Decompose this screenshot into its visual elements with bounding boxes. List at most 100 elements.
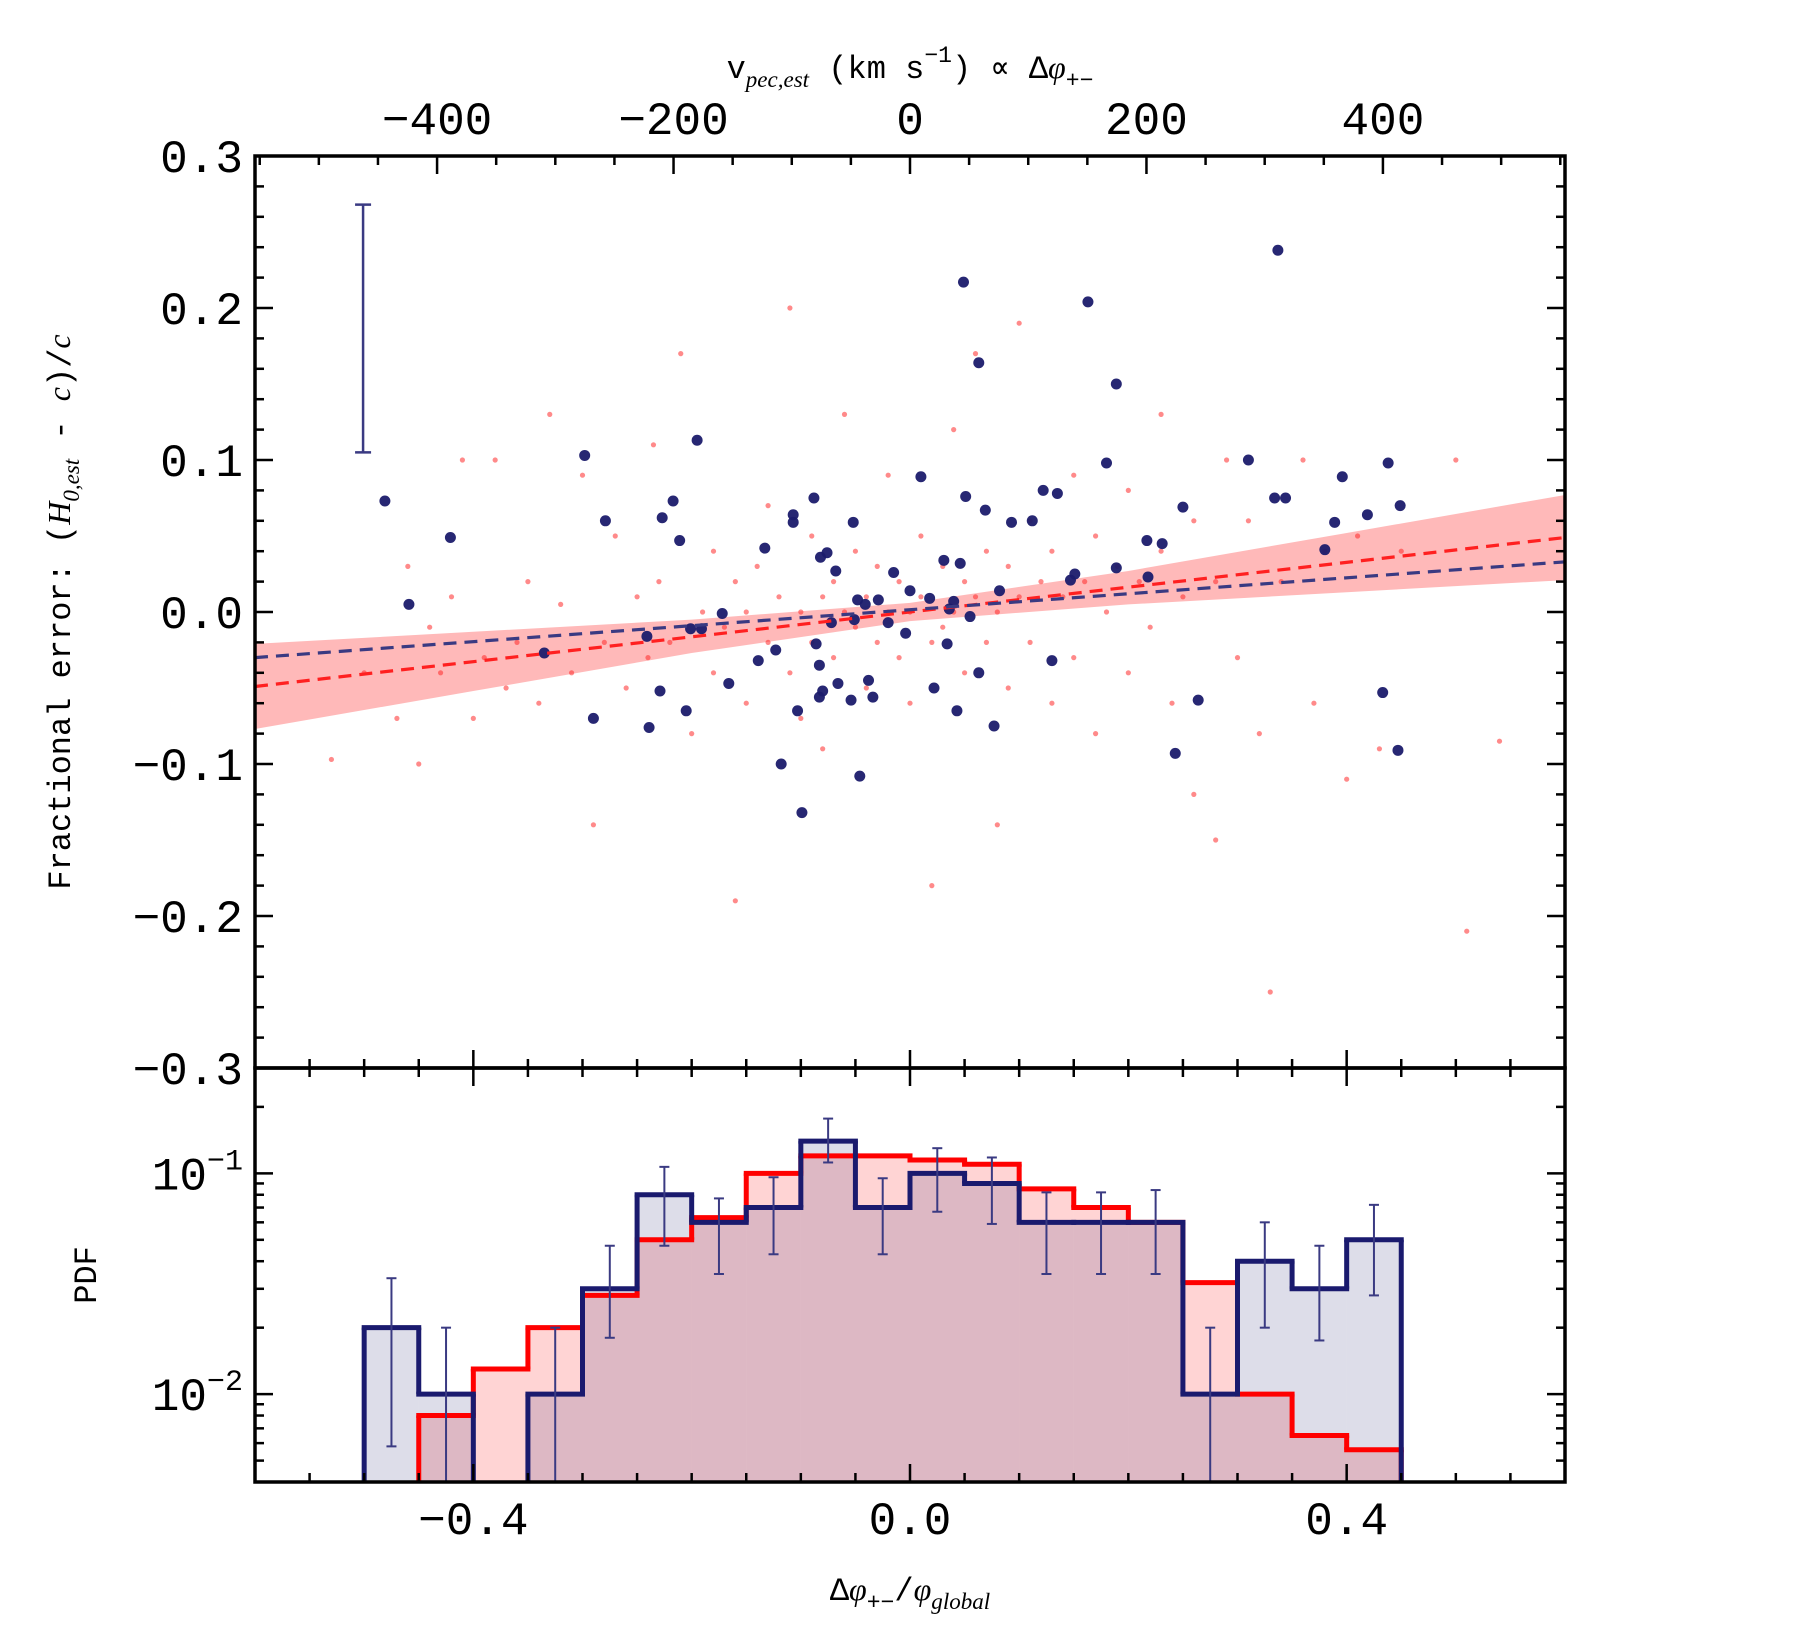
label-part: φ	[1048, 49, 1066, 85]
scatter-point-small	[590, 822, 597, 828]
scatter-point-small	[689, 731, 695, 737]
label-part: /	[894, 1573, 913, 1610]
scatter-point	[1069, 568, 1081, 580]
scatter-point	[1110, 378, 1122, 390]
scatter-point	[900, 627, 912, 639]
label-part: (km s	[809, 51, 924, 88]
scatter-point-small	[394, 715, 400, 722]
scatter-point-small	[874, 639, 880, 646]
histogram-bar	[1292, 1435, 1347, 1482]
scatter-point	[674, 535, 686, 547]
scatter-point-small	[437, 670, 444, 676]
scatter-point-small	[798, 715, 804, 722]
histogram-bar	[637, 1239, 692, 1482]
scatter-point	[792, 705, 804, 717]
label-part: ) ∝ Δ	[952, 51, 1048, 88]
scatter-point	[759, 542, 771, 554]
scatter-point-small	[809, 533, 815, 539]
scatter-point-small	[470, 715, 476, 722]
scatter-point	[1110, 562, 1122, 574]
scatter-point-small	[1300, 457, 1306, 463]
scatter-point-small	[1234, 655, 1241, 661]
scatter-point	[1141, 535, 1153, 547]
scatter-point	[821, 547, 833, 559]
scatter-point	[379, 495, 391, 507]
scatter-point	[1006, 516, 1018, 528]
y-tick-base: 10	[152, 1372, 207, 1424]
label-part: 0,est	[58, 458, 84, 501]
scatter-point	[643, 722, 655, 734]
scatter-point-small	[1016, 594, 1022, 600]
scatter-point-small	[1038, 579, 1044, 585]
histogram-bar	[1237, 1394, 1293, 1482]
x-tick-label: −0.4	[418, 1496, 528, 1548]
scatter-point-small	[940, 624, 946, 630]
scatter-point-small	[558, 601, 564, 608]
scatter-point-small	[634, 594, 640, 600]
scatter-point-small	[841, 411, 848, 417]
label-part: Fractional error: (	[43, 525, 80, 890]
histogram-bar	[910, 1173, 965, 1482]
scatter-point-small	[721, 624, 728, 630]
label-part: global	[931, 1588, 990, 1614]
plot-area	[255, 244, 1565, 995]
scatter-point-small	[820, 746, 826, 752]
x-tick-label: 0.4	[1305, 1496, 1388, 1548]
scatter-point-small	[547, 411, 553, 417]
scatter-point	[1082, 296, 1094, 308]
scatter-point	[1319, 544, 1331, 556]
scatter-point	[1377, 687, 1389, 699]
scatter-point	[830, 565, 842, 577]
scatter-point-small	[1092, 731, 1099, 737]
scatter-point-small	[776, 594, 782, 600]
scatter-point-small	[1082, 579, 1088, 585]
scatter-point	[964, 611, 976, 623]
scatter-point-small	[907, 700, 913, 706]
scatter-point-small	[525, 579, 531, 585]
scatter-point-small	[405, 563, 411, 570]
scatter-point	[904, 585, 916, 597]
scatter-point-small	[1354, 533, 1361, 539]
label-part: c	[41, 334, 77, 348]
scatter-point	[656, 512, 668, 524]
scatter-point-small	[1169, 700, 1175, 706]
y-tick-label: 10−2	[152, 1366, 243, 1424]
scatter-point-small	[328, 756, 335, 763]
scatter-point-small	[1016, 320, 1022, 326]
scatter-point	[813, 659, 825, 671]
scatter-point-small	[765, 503, 771, 509]
scatter-point	[587, 712, 599, 724]
scatter-point-small	[536, 700, 542, 706]
scatter-point-small	[1223, 457, 1230, 463]
scatter-point-small	[994, 822, 1000, 828]
scatter-point	[1026, 515, 1038, 527]
scatter-point	[808, 492, 820, 504]
scatter-point-small	[951, 427, 957, 433]
scatter-point	[641, 630, 653, 642]
scatter-point	[1329, 516, 1341, 528]
scatter-point	[1177, 501, 1189, 513]
scatter-point	[988, 720, 1000, 732]
scatter-point	[1242, 454, 1254, 466]
scatter-point	[817, 685, 829, 697]
scatter-point-small	[416, 761, 422, 767]
scatter-point-small	[710, 548, 717, 554]
scatter-point	[854, 770, 866, 782]
x2-tick-label: 0	[896, 96, 924, 148]
histogram-bar	[473, 1368, 528, 1482]
scatter-point-small	[1158, 411, 1164, 417]
scatter-point-small	[732, 898, 738, 904]
scatter-point	[599, 515, 611, 527]
scatter-point-small	[427, 624, 433, 630]
scatter-point	[691, 434, 703, 446]
x2-axis-label: vpec,est (km s−1) ∝ Δφ+−	[727, 43, 1094, 94]
scatter-point	[845, 694, 857, 706]
scatter-point-small	[994, 609, 1000, 615]
scatter-point	[787, 516, 799, 528]
scatter-point-small	[983, 639, 990, 646]
y-tick-label: 0.0	[160, 590, 243, 642]
scatter-point	[752, 655, 764, 667]
y-tick-label: 0.2	[160, 286, 243, 338]
scatter-point-small	[929, 883, 935, 889]
scatter-point-small	[874, 563, 880, 570]
